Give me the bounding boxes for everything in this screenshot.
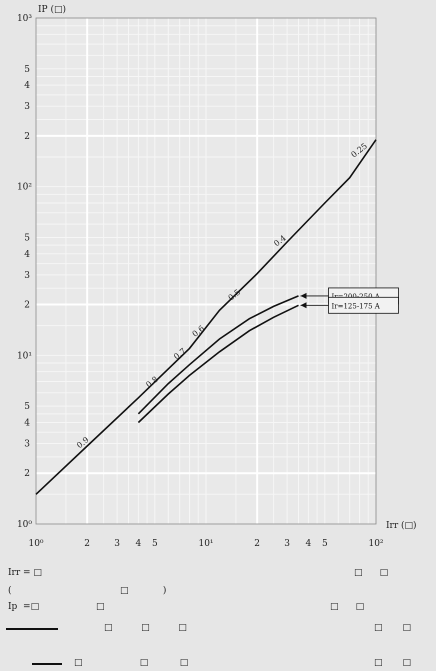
series-line-3: [137, 304, 299, 424]
y-tick-label: 4: [24, 418, 30, 428]
x-tick-label: 3: [114, 539, 120, 549]
callout-arrow: [300, 292, 307, 299]
y-tick-label: 5: [24, 65, 30, 75]
y-tick-label: 10²: [17, 183, 32, 193]
callout-arrow: [300, 302, 307, 309]
y-tick-label: 3: [24, 271, 30, 281]
note-line5-tail: □ □: [374, 658, 412, 668]
x-tick-label: 10²: [368, 539, 383, 549]
callout-label: Ir=125-175 A: [331, 302, 380, 310]
note-line4-mid: □ □ □: [104, 623, 187, 633]
x-axis-label: Irr (□): [386, 520, 417, 531]
axis-layer: 10⁰ 10¹ 10² 2 3 4 5 2 3 4 5 10⁰ 10¹ 10² 10³ 2 3 4 5 2 3 4 5 2 3 4…: [17, 14, 384, 549]
y-tick-label: 10³: [17, 14, 32, 24]
note-line4-tail: □ □: [374, 623, 412, 633]
footnotes: Irr = □ □ □ ( □ ) Ip =□ □ □ □ □ □ □ □ □ …: [0, 560, 436, 671]
note-line1-tail: □ □: [354, 568, 389, 578]
y-tick-label: 10⁰: [17, 520, 32, 530]
grid: [35, 17, 377, 525]
legend-solid-line-2: [32, 663, 62, 665]
y-tick-label: 3: [24, 440, 30, 450]
x-tick-label: 2: [84, 539, 90, 549]
y-tick-label: 10¹: [17, 351, 32, 361]
x-tick-label: 5: [322, 539, 328, 549]
note-line3-tail: □ □: [330, 602, 365, 612]
x-tick-label: 5: [152, 539, 158, 549]
x-tick-label: 3: [284, 539, 290, 549]
y-tick-label: 2: [24, 132, 30, 142]
x-tick-label: 10⁰: [28, 539, 43, 549]
series-line-1: [35, 139, 377, 495]
y-tick-label: 4: [24, 250, 30, 260]
series-layer: [35, 139, 377, 495]
y-tick-label: 5: [24, 233, 30, 243]
y-tick-label: 2: [24, 301, 30, 311]
note-ip-label: Ip =□: [8, 602, 40, 612]
legend-solid-line-1: [6, 628, 58, 630]
note-line2-open: (: [8, 586, 12, 596]
x-tick-label: 10¹: [198, 539, 213, 549]
x-tick-label: 4: [135, 539, 141, 549]
note-line2-mid: □ ): [120, 586, 167, 596]
y-tick-label: 2: [24, 469, 30, 479]
y-tick-label: 3: [24, 102, 30, 112]
y-tick-label: 4: [24, 81, 30, 91]
y-tick-label: 5: [24, 402, 30, 412]
note-line3-mid: □: [96, 602, 105, 612]
series-line-2: [137, 295, 299, 415]
callout-box: [328, 296, 399, 314]
y-axis-label: IP (□): [38, 4, 66, 15]
note-irr-label: Irr = □: [8, 568, 42, 578]
plot-frame: [35, 17, 377, 525]
x-tick-label: 4: [305, 539, 311, 549]
note-line5-mid: □ □ □: [74, 658, 189, 668]
x-tick-label: 2: [254, 539, 260, 549]
